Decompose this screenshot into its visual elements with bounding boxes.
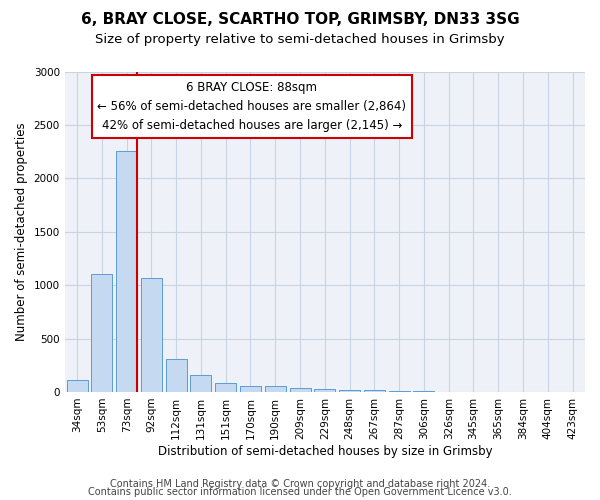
Bar: [265, 386, 286, 392]
Bar: [364, 390, 385, 392]
Bar: [339, 390, 360, 392]
Y-axis label: Number of semi-detached properties: Number of semi-detached properties: [15, 122, 28, 341]
Bar: [215, 383, 236, 392]
Text: Size of property relative to semi-detached houses in Grimsby: Size of property relative to semi-detach…: [95, 32, 505, 46]
Text: 6, BRAY CLOSE, SCARTHO TOP, GRIMSBY, DN33 3SG: 6, BRAY CLOSE, SCARTHO TOP, GRIMSBY, DN3…: [80, 12, 520, 28]
Bar: [314, 389, 335, 392]
Bar: [389, 391, 410, 392]
Bar: [190, 375, 211, 392]
Bar: [240, 386, 261, 392]
Bar: [166, 359, 187, 392]
Bar: [116, 150, 137, 392]
Text: Contains HM Land Registry data © Crown copyright and database right 2024.: Contains HM Land Registry data © Crown c…: [110, 479, 490, 489]
Text: 6 BRAY CLOSE: 88sqm
← 56% of semi-detached houses are smaller (2,864)
42% of sem: 6 BRAY CLOSE: 88sqm ← 56% of semi-detach…: [97, 81, 406, 132]
Bar: [91, 274, 112, 392]
Bar: [290, 388, 311, 392]
Bar: [141, 278, 162, 392]
Text: Contains public sector information licensed under the Open Government Licence v3: Contains public sector information licen…: [88, 487, 512, 497]
Bar: [67, 380, 88, 392]
X-axis label: Distribution of semi-detached houses by size in Grimsby: Distribution of semi-detached houses by …: [158, 444, 492, 458]
